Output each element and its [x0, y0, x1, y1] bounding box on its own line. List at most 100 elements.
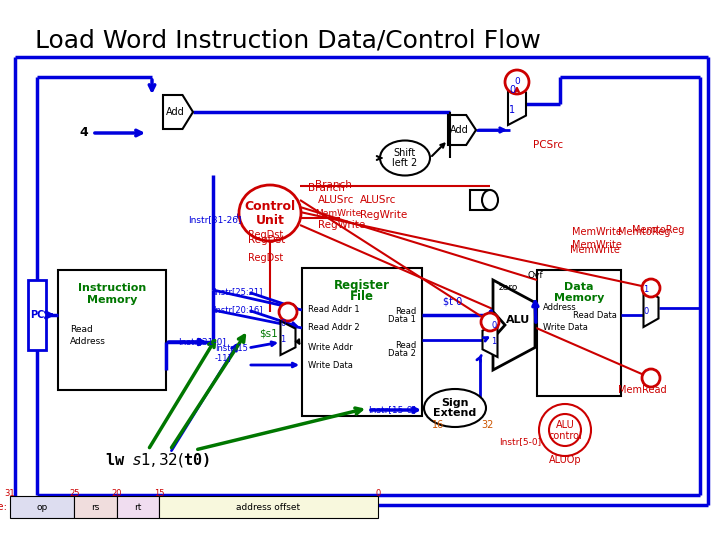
Polygon shape — [508, 83, 526, 125]
Text: Sign: Sign — [441, 398, 469, 408]
Text: MemtoReg: MemtoReg — [632, 225, 685, 235]
Text: RegDst: RegDst — [248, 230, 283, 240]
Text: $s1: $s1 — [258, 328, 277, 338]
Text: MemWrite: MemWrite — [315, 208, 361, 218]
Text: Branch: Branch — [315, 180, 352, 190]
Text: Write Data: Write Data — [543, 323, 588, 333]
Text: Memory: Memory — [554, 293, 604, 303]
Text: lw $s1, 32($t0): lw $s1, 32($t0) — [105, 451, 210, 469]
Polygon shape — [493, 280, 535, 370]
Text: Instr[31-0]: Instr[31-0] — [178, 338, 226, 347]
Text: Instr[5-0]: Instr[5-0] — [499, 437, 541, 447]
Text: Write Data: Write Data — [308, 361, 353, 369]
Circle shape — [642, 369, 660, 387]
Text: MemWrite: MemWrite — [572, 240, 622, 250]
Text: Data 1: Data 1 — [388, 315, 416, 325]
Text: Data: Data — [564, 282, 594, 292]
Text: MemWrite: MemWrite — [570, 245, 620, 255]
Text: Instr[20:16]: Instr[20:16] — [213, 306, 263, 314]
Text: RegWrite: RegWrite — [360, 210, 408, 220]
Text: ALU: ALU — [506, 315, 530, 325]
Bar — [302, 268, 422, 416]
Text: Add: Add — [449, 125, 469, 135]
Text: 0: 0 — [491, 321, 497, 330]
Text: 0: 0 — [375, 489, 381, 497]
Text: ALUOp: ALUOp — [549, 455, 581, 465]
FancyBboxPatch shape — [470, 190, 490, 210]
Polygon shape — [281, 321, 295, 355]
Text: Instruction: Instruction — [78, 283, 146, 293]
Circle shape — [505, 70, 529, 94]
Text: 0: 0 — [514, 78, 520, 86]
Text: I-Type:: I-Type: — [0, 502, 7, 512]
Text: Register: Register — [334, 279, 390, 292]
Text: Instr[15-0]: Instr[15-0] — [368, 406, 416, 415]
Circle shape — [549, 414, 581, 446]
Text: left 2: left 2 — [392, 158, 418, 168]
Text: Load Word Instruction Data/Control Flow: Load Word Instruction Data/Control Flow — [35, 28, 541, 52]
Bar — [74, 496, 117, 518]
Polygon shape — [482, 323, 498, 357]
Text: 15: 15 — [154, 489, 164, 497]
Text: rs: rs — [91, 503, 100, 511]
Text: Add: Add — [166, 107, 184, 117]
Text: ALU: ALU — [556, 420, 575, 430]
Text: ALUSrc: ALUSrc — [318, 195, 354, 205]
Ellipse shape — [482, 190, 498, 210]
Text: MemRead: MemRead — [618, 385, 667, 395]
Text: Read: Read — [395, 341, 416, 349]
Ellipse shape — [380, 140, 430, 176]
Text: MemWrite: MemWrite — [572, 227, 622, 237]
Circle shape — [481, 313, 499, 331]
Text: Data 2: Data 2 — [388, 348, 416, 357]
Text: Write Addr: Write Addr — [308, 343, 353, 353]
Text: Memory: Memory — [87, 295, 138, 305]
Polygon shape — [644, 289, 659, 327]
Circle shape — [642, 279, 660, 297]
Text: Read Data: Read Data — [573, 310, 617, 320]
Text: RegDst: RegDst — [248, 235, 285, 245]
Bar — [537, 270, 621, 396]
Text: -11]: -11] — [215, 354, 232, 362]
Text: Ovf: Ovf — [527, 271, 543, 280]
Text: 31: 31 — [5, 489, 15, 497]
Text: PCSrc: PCSrc — [533, 140, 563, 150]
Circle shape — [279, 303, 297, 321]
Text: 20: 20 — [112, 489, 122, 497]
Text: 32: 32 — [481, 420, 493, 430]
Text: Instr[31-26]: Instr[31-26] — [188, 215, 241, 225]
Text: address offset: address offset — [236, 503, 300, 511]
Text: Read: Read — [70, 326, 93, 334]
Text: Unit: Unit — [256, 213, 284, 226]
Text: rt: rt — [134, 503, 142, 511]
Text: Address: Address — [543, 303, 577, 313]
Text: 25: 25 — [69, 489, 80, 497]
Text: 1: 1 — [280, 335, 286, 345]
Text: control: control — [548, 431, 582, 441]
Bar — [58, 270, 166, 390]
Text: 1: 1 — [644, 286, 649, 294]
Text: Read: Read — [395, 307, 416, 316]
Text: 0: 0 — [644, 307, 649, 316]
Text: MemtoReg: MemtoReg — [618, 227, 670, 237]
Text: Shift: Shift — [394, 148, 416, 158]
Circle shape — [539, 404, 591, 456]
Text: PC: PC — [30, 310, 44, 320]
Ellipse shape — [424, 389, 486, 427]
Bar — [10, 496, 74, 518]
Text: 0: 0 — [280, 319, 286, 327]
Bar — [117, 496, 159, 518]
Text: 1: 1 — [491, 338, 497, 347]
Text: File: File — [350, 289, 374, 302]
Text: Address: Address — [70, 338, 106, 347]
Bar — [159, 496, 378, 518]
Text: Control: Control — [244, 200, 296, 213]
Text: ALUSrc: ALUSrc — [360, 195, 397, 205]
Text: Branch: Branch — [308, 183, 345, 193]
Text: Instr[25:21]: Instr[25:21] — [213, 287, 262, 296]
Text: Instr[15: Instr[15 — [215, 343, 248, 353]
Text: 1: 1 — [509, 105, 515, 115]
Text: 0: 0 — [509, 85, 515, 95]
Ellipse shape — [239, 185, 301, 241]
Text: 16: 16 — [432, 420, 444, 430]
